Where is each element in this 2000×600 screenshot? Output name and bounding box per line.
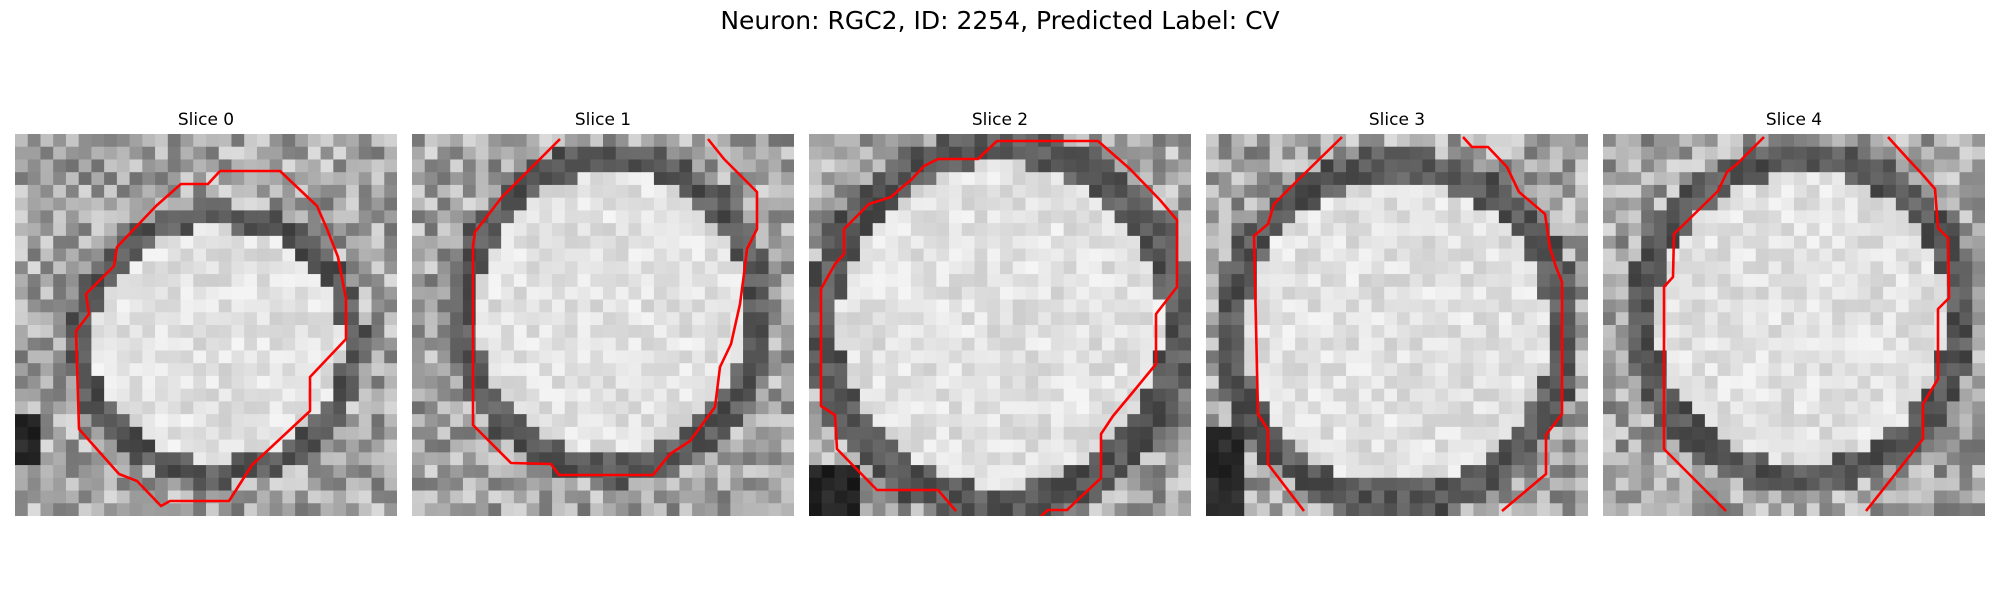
slice-image-4 — [1603, 134, 1985, 516]
slice-title: Slice 3 — [1368, 110, 1426, 130]
slice-panel-3: Slice 3 — [1206, 108, 1588, 516]
slice-image-3 — [1206, 134, 1588, 516]
slice-panel-4: Slice 4 — [1603, 108, 1985, 516]
slice-panel-2: Slice 2 — [809, 108, 1191, 516]
slice-image-0 — [15, 134, 397, 516]
slice-panel-1: Slice 1 — [412, 108, 794, 516]
contour-line — [819, 139, 1179, 516]
contour-line — [1462, 136, 1564, 512]
figure-title: Neuron: RGC2, ID: 2254, Predicted Label:… — [720, 6, 1280, 35]
contour-line — [1662, 136, 1765, 512]
contour-line — [1864, 136, 1951, 512]
slice-title: Slice 4 — [1765, 110, 1823, 130]
contour-line — [1252, 136, 1343, 512]
contour-line — [471, 138, 759, 477]
slice-panel-0: Slice 0 — [15, 108, 397, 516]
slice-title: Slice 2 — [971, 110, 1029, 130]
slice-title: Slice 1 — [574, 110, 632, 130]
slice-title: Slice 0 — [177, 110, 235, 130]
slice-image-2 — [809, 134, 1191, 516]
slice-image-1 — [412, 134, 794, 516]
contour-line — [74, 169, 348, 508]
